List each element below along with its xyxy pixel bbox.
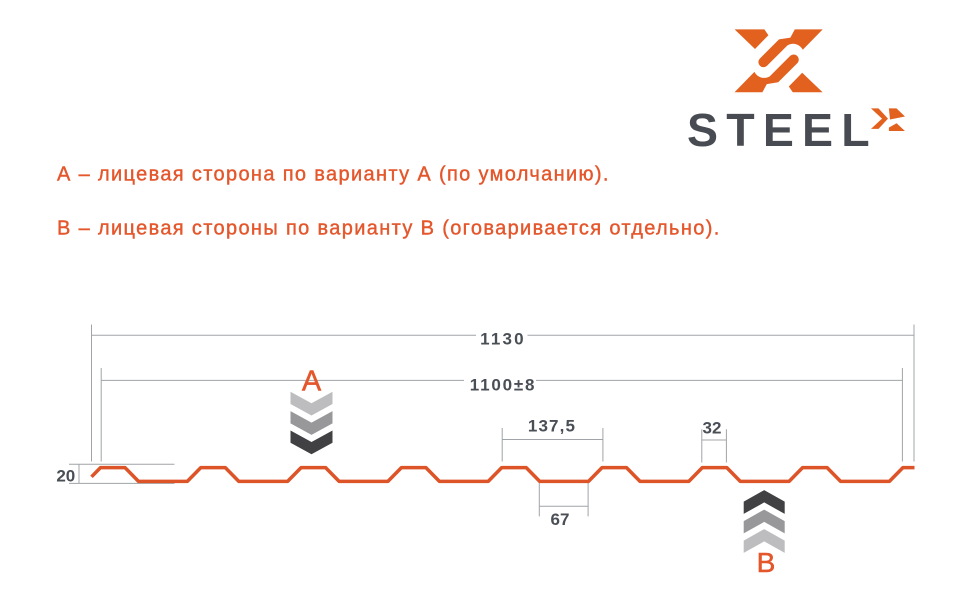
- svg-text:1130: 1130: [480, 330, 526, 349]
- svg-text:А: А: [302, 366, 322, 398]
- svg-text:А – лицевая сторона по вариант: А – лицевая сторона по варианту А (по ум…: [57, 163, 610, 185]
- svg-text:67: 67: [551, 510, 570, 529]
- svg-text:137,5: 137,5: [528, 417, 576, 436]
- svg-text:32: 32: [703, 418, 722, 437]
- svg-text:20: 20: [56, 467, 75, 486]
- svg-text:В – лицевая стороны по вариант: В – лицевая стороны по варианту В (огова…: [57, 217, 721, 239]
- svg-text:1100±8: 1100±8: [470, 376, 536, 395]
- svg-text:В: В: [757, 547, 776, 578]
- svg-text:STEEL: STEEL: [687, 104, 878, 156]
